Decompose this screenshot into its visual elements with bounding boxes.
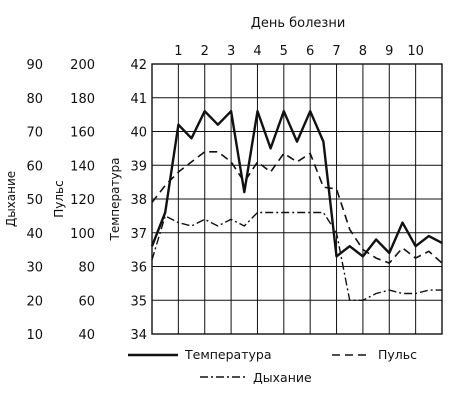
chart-title: День болезни: [251, 16, 346, 31]
plot-frame: [151, 63, 443, 335]
temperature-axis-ticks: 42 41 40 39 38 37 36 35 34: [130, 58, 147, 343]
respiration-tick-label: 40: [26, 227, 43, 242]
day-label: 1: [174, 44, 182, 59]
pulse-tick-label: 180: [70, 92, 95, 107]
respiration-tick-label: 20: [26, 294, 43, 309]
temperature-tick-label: 36: [130, 261, 147, 276]
day-label: 5: [280, 44, 288, 59]
day-label: 3: [227, 44, 235, 59]
pulse-tick-label: 40: [78, 328, 95, 343]
day-label: 9: [385, 44, 393, 59]
legend-label-respiration: Дыхание: [253, 370, 312, 385]
pulse-tick-label: 140: [70, 159, 95, 174]
pulse-tick-label: 200: [70, 58, 95, 73]
day-label: 7: [332, 44, 340, 59]
temperature-tick-label: 39: [130, 159, 147, 174]
temperature-tick-label: 37: [130, 227, 147, 242]
respiration-tick-label: 80: [26, 92, 43, 107]
series-line-pulse: [151, 151, 443, 264]
respiration-axis-ticks: 90 80 70 60 50 40 30 20 10: [26, 58, 43, 343]
respiration-axis-label: Дыхание: [4, 171, 18, 227]
temperature-tick-label: 35: [130, 294, 147, 309]
temperature-tick-label: 40: [130, 126, 147, 141]
series-line-respiration: [151, 211, 442, 301]
legend-label-pulse: Пульс: [378, 347, 417, 362]
respiration-tick-label: 70: [26, 126, 43, 141]
respiration-tick-label: 90: [26, 58, 43, 73]
legend-label-temperature: Температура: [184, 347, 272, 362]
grid: [152, 64, 442, 334]
day-label: 6: [306, 44, 314, 59]
pulse-axis-ticks: 200 180 160 140 120 100 80 60 40: [70, 58, 95, 343]
respiration-tick-label: 60: [26, 159, 43, 174]
day-label: 4: [253, 44, 261, 59]
respiration-tick-label: 10: [26, 328, 43, 343]
temperature-tick-label: 34: [130, 328, 147, 343]
temperature-tick-label: 42: [130, 58, 147, 73]
day-label: 10: [407, 44, 424, 59]
pulse-tick-label: 60: [78, 294, 95, 309]
respiration-tick-label: 30: [26, 261, 43, 276]
day-labels: 1 2 3 4 5 6 7 8 9 10: [174, 44, 424, 59]
legend: Температура Пульс Дыхание: [128, 347, 417, 385]
day-label: 2: [201, 44, 209, 59]
pulse-tick-label: 100: [70, 227, 95, 242]
temperature-tick-label: 41: [130, 92, 147, 107]
pulse-tick-label: 80: [78, 261, 95, 276]
temperature-tick-label: 38: [130, 193, 147, 208]
series-line-temperature: [150, 109, 443, 258]
pulse-tick-label: 160: [70, 126, 95, 141]
respiration-tick-label: 50: [26, 193, 43, 208]
series-lines: [150, 109, 443, 301]
day-label: 8: [359, 44, 367, 59]
pulse-axis-label: Пульс: [52, 180, 66, 217]
pulse-tick-label: 120: [70, 193, 95, 208]
temperature-axis-label: Температура: [108, 157, 122, 241]
